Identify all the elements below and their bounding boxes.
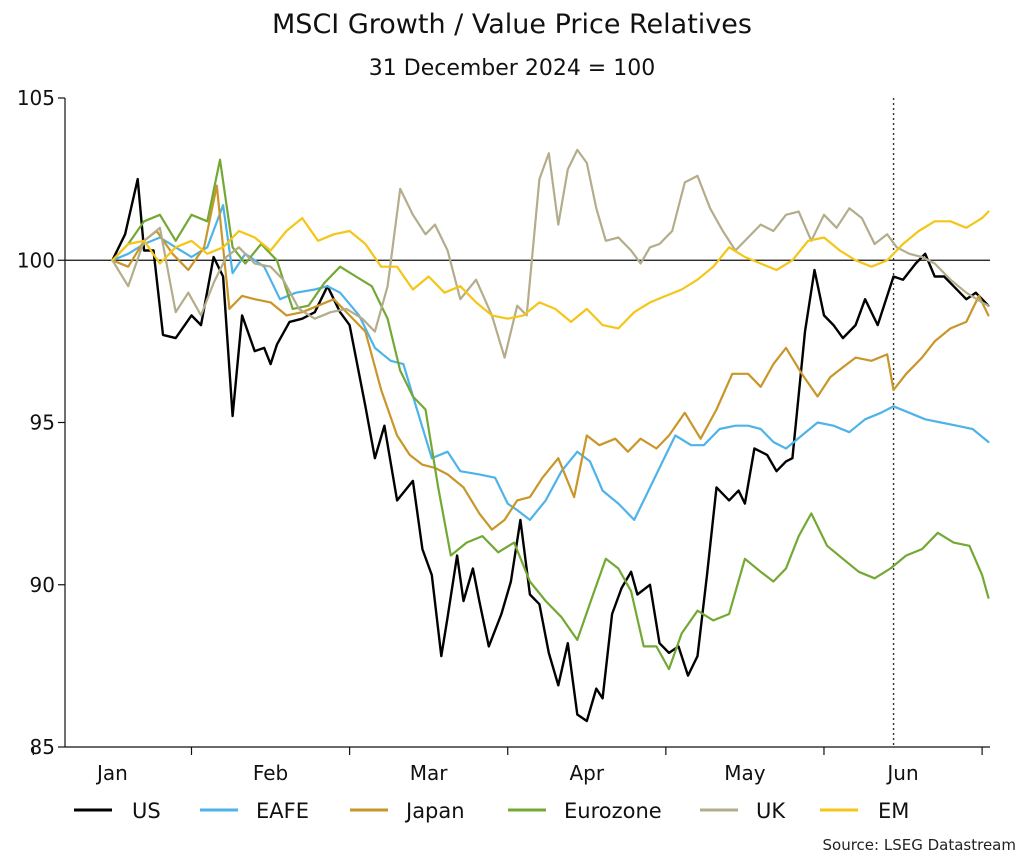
y-tick-label-105: 105: [17, 86, 55, 110]
legend-item-eurozone: Eurozone: [508, 799, 662, 823]
y-tick-label-100: 100: [17, 248, 55, 272]
legend-item-us: US: [74, 799, 161, 823]
legend: US EAFE Japan Eurozone UK EM: [74, 799, 909, 823]
series-line-japan: [111, 184, 990, 531]
legend-label-eurozone: Eurozone: [564, 799, 662, 823]
legend-label-em: EM: [878, 799, 909, 823]
legend-item-em: EM: [820, 799, 909, 823]
legend-label-us: US: [132, 799, 161, 823]
legend-item-uk: UK: [700, 799, 786, 823]
series-line-uk: [111, 148, 990, 359]
source-note: Source: LSEG Datastream: [823, 836, 1016, 854]
x-tick-label-feb: Feb: [253, 761, 288, 785]
x-tick-label-may: May: [724, 761, 766, 785]
legend-label-japan: Japan: [404, 799, 465, 823]
series-line-em: [111, 210, 990, 330]
series-layer: [111, 148, 990, 723]
legend-label-eafe: EAFE: [256, 799, 309, 823]
x-tick-label-jun: Jun: [885, 761, 918, 785]
legend-item-eafe: EAFE: [200, 799, 309, 823]
grid-layer: [65, 98, 990, 747]
legend-label-uk: UK: [756, 799, 786, 823]
x-tick-label-mar: Mar: [410, 761, 449, 785]
x-tick-label-jan: Jan: [95, 761, 128, 785]
y-tick-label-95: 95: [30, 411, 55, 435]
series-line-eurozone: [111, 158, 990, 671]
chart-subtitle: 31 December 2024 = 100: [369, 56, 655, 81]
x-tick-label-apr: Apr: [569, 761, 604, 785]
legend-item-japan: Japan: [350, 799, 465, 823]
y-tick-label-90: 90: [30, 573, 55, 597]
series-line-us: [111, 177, 990, 723]
chart-title: MSCI Growth / Value Price Relatives: [272, 9, 752, 40]
